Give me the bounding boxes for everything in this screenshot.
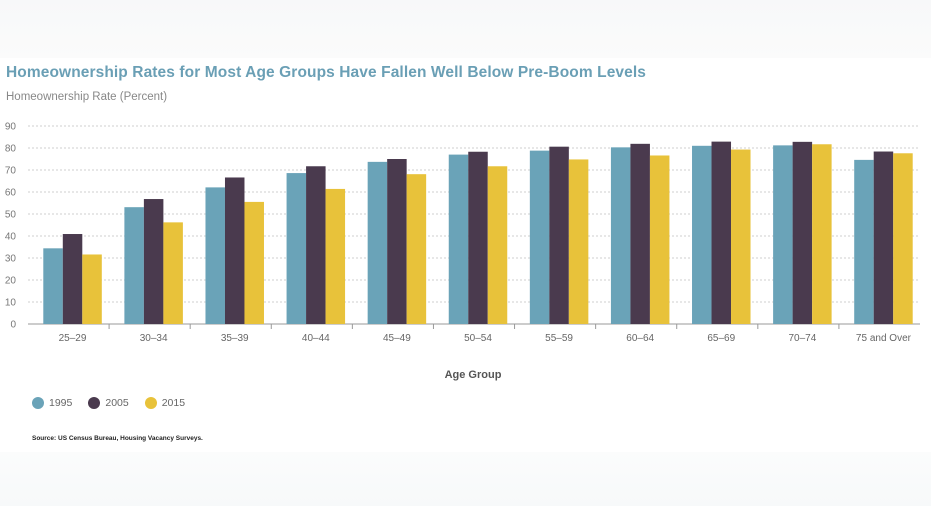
bar-2015-10: [893, 153, 913, 324]
x-tick-label-4: 45–49: [383, 333, 411, 344]
y-tick-label-70: 70: [5, 166, 17, 177]
bottom-background-band: [0, 452, 931, 506]
chart-title: Homeownership Rates for Most Age Groups …: [6, 64, 646, 81]
bar-1995-4: [367, 161, 388, 324]
y-tick-label-50: 50: [5, 210, 17, 221]
x-tick-label-0: 25–29: [59, 333, 87, 344]
bar-1995-1: [124, 207, 144, 324]
legend-label-2015: 2015: [161, 397, 186, 409]
x-tick-label-3: 40–44: [302, 333, 330, 344]
bar-2005-8: [711, 141, 732, 324]
x-tick-label-6: 55–59: [545, 333, 573, 344]
y-tick-label-10: 10: [5, 298, 17, 309]
bar-2015-5: [487, 166, 508, 324]
bar-2005-2: [224, 177, 245, 324]
x-tick-label-5: 50–54: [464, 333, 492, 344]
y-tick-label-80: 80: [5, 144, 17, 155]
x-tick-label-10: 75 and Over: [856, 333, 912, 344]
bar-2005-9: [792, 141, 813, 324]
chart-legend: 1995 2005 2015: [32, 397, 185, 409]
bar-1995-8: [692, 145, 712, 324]
bar-1995-6: [529, 150, 550, 324]
y-tick-label-90: 90: [5, 122, 17, 133]
bar-2005-4: [387, 159, 407, 324]
y-tick-label-0: 0: [10, 320, 16, 331]
legend-swatch-1995: [32, 397, 44, 409]
legend-item-2005: 2005: [88, 397, 129, 409]
x-tick-label-8: 65–69: [707, 333, 735, 344]
bar-2015-3: [325, 188, 346, 324]
top-background-band: [0, 0, 931, 58]
bar-2015-1: [163, 222, 183, 324]
bar-2015-7: [649, 155, 670, 324]
legend-item-2015: 2015: [144, 397, 186, 409]
bar-2005-6: [549, 146, 569, 324]
y-tick-label-20: 20: [5, 276, 17, 287]
bar-2005-1: [143, 199, 164, 324]
bar-2015-4: [406, 174, 427, 324]
bar-1995-0: [43, 248, 63, 324]
x-tick-label-9: 70–74: [788, 333, 816, 344]
y-tick-label-30: 30: [5, 254, 17, 265]
y-tick-label-60: 60: [5, 188, 17, 199]
bar-2015-6: [568, 159, 589, 324]
bar-1995-9: [773, 145, 793, 324]
x-tick-label-1: 30–34: [140, 333, 168, 344]
legend-label-2005: 2005: [105, 397, 129, 409]
bar-1995-10: [854, 159, 874, 324]
legend-swatch-2015: [144, 397, 157, 409]
bar-1995-5: [448, 154, 469, 324]
x-tick-label-7: 60–64: [626, 333, 654, 344]
bar-1995-2: [205, 187, 225, 324]
bar-2005-7: [630, 143, 650, 324]
y-axis-title: Homeownership Rate (Percent): [6, 91, 168, 103]
bar-2015-8: [731, 149, 751, 324]
legend-swatch-2005: [88, 397, 101, 409]
x-tick-label-2: 35–39: [221, 333, 249, 344]
bar-2015-2: [244, 201, 264, 324]
x-axis-title: Age Group: [445, 369, 502, 381]
bar-2015-0: [82, 254, 102, 324]
bar-2015-9: [812, 144, 832, 324]
bar-2005-5: [468, 151, 488, 324]
bar-1995-7: [610, 147, 631, 324]
bar-2005-0: [62, 234, 83, 324]
bar-2005-10: [873, 151, 894, 324]
legend-label-1995: 1995: [49, 397, 73, 409]
bar-2005-3: [306, 166, 326, 324]
bar-1995-3: [286, 173, 307, 324]
source-note: Source: US Census Bureau, Housing Vacanc…: [32, 435, 203, 442]
legend-item-1995: 1995: [32, 397, 72, 409]
y-tick-label-40: 40: [5, 232, 17, 243]
